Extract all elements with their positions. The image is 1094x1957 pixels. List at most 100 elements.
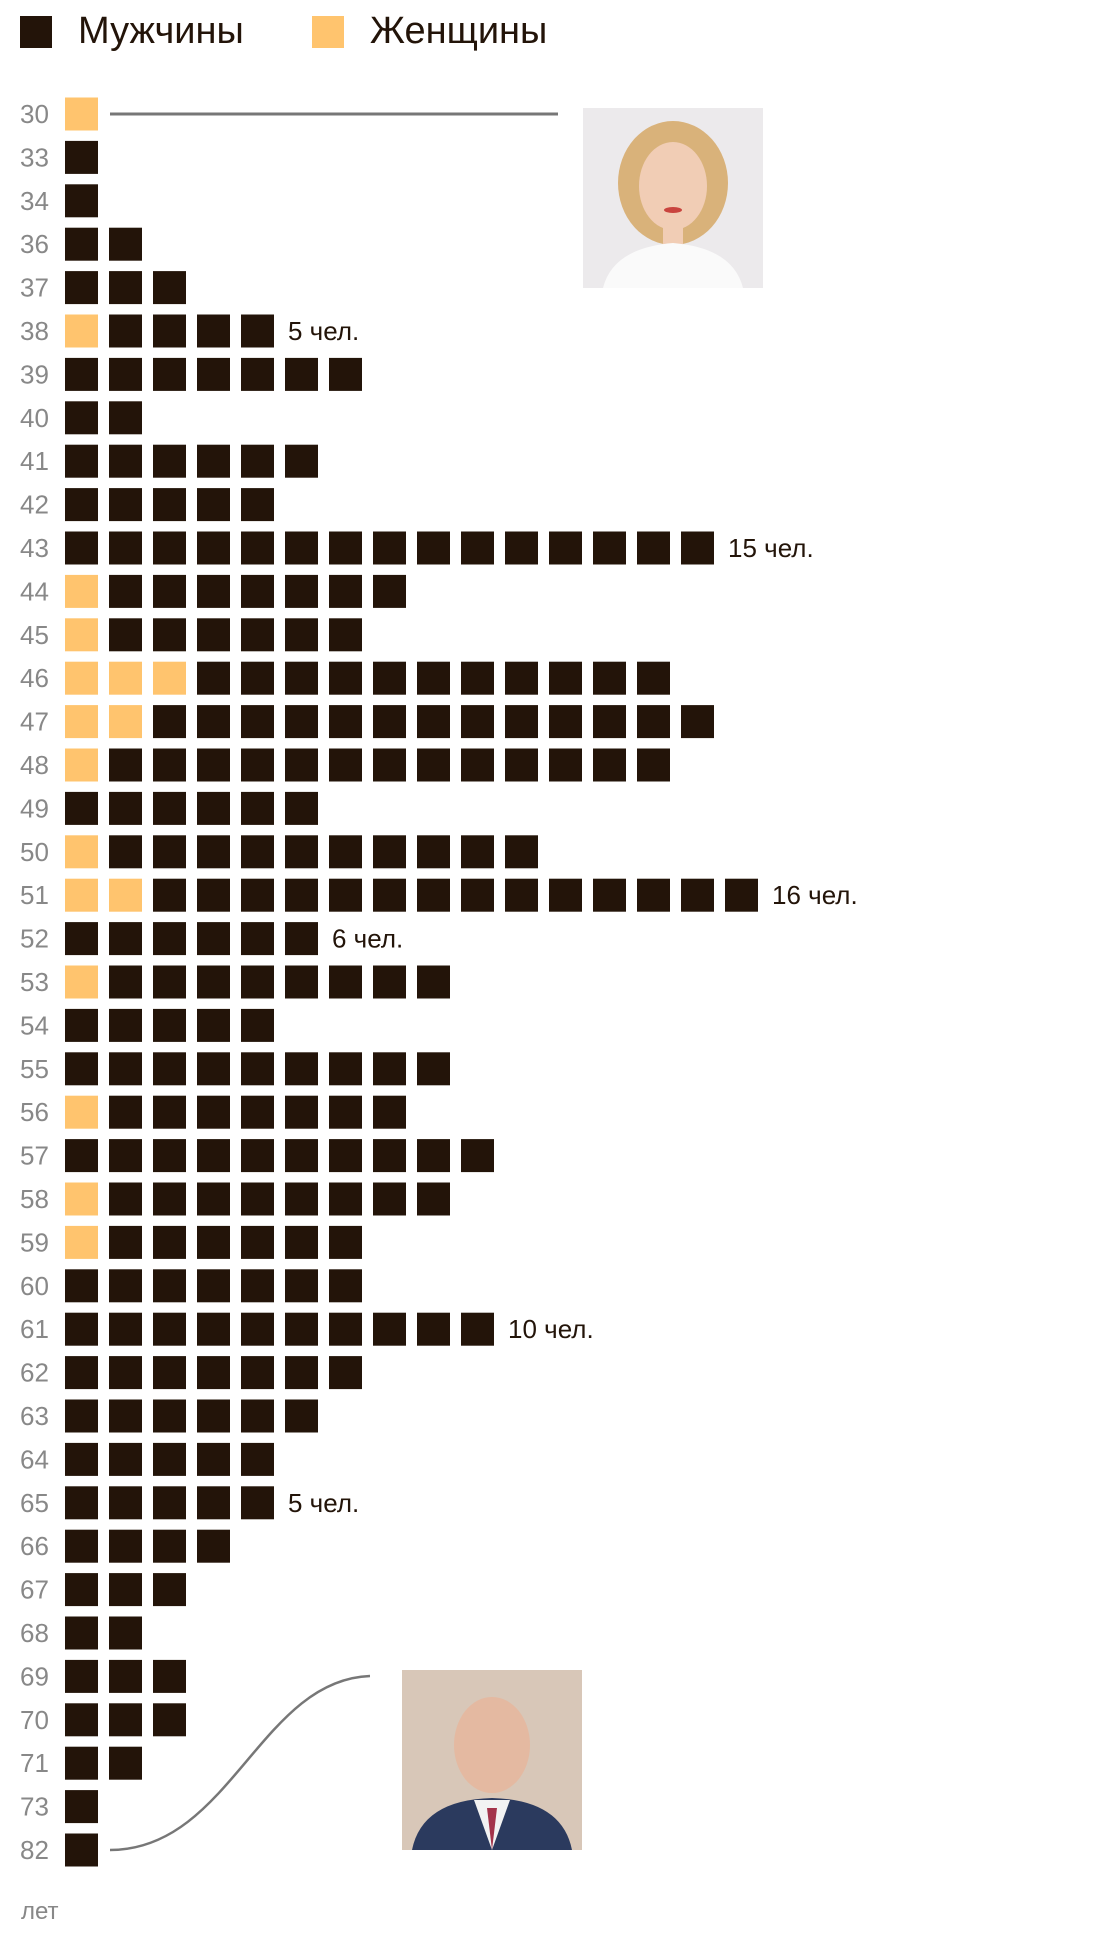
men-square <box>241 314 274 348</box>
men-square <box>285 1052 318 1086</box>
men-square <box>65 1486 98 1520</box>
men-square <box>461 531 494 565</box>
men-square <box>109 618 142 652</box>
count-annotation: 16 чел. <box>772 880 858 910</box>
men-square <box>285 1182 318 1216</box>
men-square <box>241 618 274 652</box>
men-square <box>241 878 274 912</box>
women-square <box>65 965 98 999</box>
legend-label-men: Мужчины <box>78 10 244 52</box>
men-square <box>197 748 230 782</box>
men-square <box>329 705 362 739</box>
men-square <box>109 1052 142 1086</box>
women-square <box>65 661 98 695</box>
men-square <box>153 1703 186 1737</box>
men-square <box>197 314 230 348</box>
men-square <box>285 357 318 391</box>
men-square <box>329 1182 362 1216</box>
men-square <box>109 1573 142 1607</box>
men-square <box>153 965 186 999</box>
men-square <box>373 878 406 912</box>
men-square <box>285 1356 318 1390</box>
men-square <box>65 1616 98 1650</box>
men-square <box>329 965 362 999</box>
men-square <box>153 1182 186 1216</box>
men-square <box>153 1312 186 1346</box>
men-square <box>329 1312 362 1346</box>
men-square <box>109 401 142 435</box>
men-square <box>197 618 230 652</box>
men-square <box>65 1139 98 1173</box>
men-square <box>637 878 670 912</box>
men-square <box>109 227 142 261</box>
men-square <box>109 791 142 825</box>
men-square <box>109 1269 142 1303</box>
legend-item-women: Женщины <box>311 10 548 53</box>
men-square <box>241 574 274 608</box>
men-square <box>373 965 406 999</box>
men-square <box>241 1399 274 1433</box>
men-square <box>109 1182 142 1216</box>
age-label: 33 <box>20 142 49 172</box>
men-square <box>285 922 318 956</box>
men-square <box>153 488 186 522</box>
men-square <box>241 444 274 478</box>
men-square <box>241 1269 274 1303</box>
men-square <box>241 922 274 956</box>
men-square <box>197 1008 230 1042</box>
men-square <box>417 661 450 695</box>
legend-label-women: Женщины <box>369 10 548 52</box>
men-square <box>637 705 670 739</box>
men-square <box>197 1225 230 1259</box>
men-square <box>329 748 362 782</box>
men-square <box>153 878 186 912</box>
men-square <box>417 878 450 912</box>
age-label: 50 <box>20 837 49 867</box>
men-square <box>373 1182 406 1216</box>
age-label: 55 <box>20 1054 49 1084</box>
men-square <box>329 1095 362 1129</box>
men-square <box>329 1269 362 1303</box>
legend-item-men: Мужчины <box>20 10 244 53</box>
men-square <box>197 1095 230 1129</box>
men-square <box>153 1008 186 1042</box>
men-square <box>153 1269 186 1303</box>
men-square <box>153 271 186 305</box>
men-square <box>505 531 538 565</box>
age-label: 39 <box>20 359 49 389</box>
men-square <box>593 661 626 695</box>
men-square <box>637 661 670 695</box>
men-square <box>241 1486 274 1520</box>
men-square <box>153 1442 186 1476</box>
age-label: 47 <box>20 707 49 737</box>
men-square <box>197 1529 230 1563</box>
age-label: 38 <box>20 316 49 346</box>
count-annotation: 5 чел. <box>288 1488 359 1518</box>
men-square <box>241 1442 274 1476</box>
men-square <box>197 835 230 869</box>
men-square <box>153 444 186 478</box>
men-square <box>329 531 362 565</box>
count-annotation: 5 чел. <box>288 316 359 346</box>
men-square <box>285 661 318 695</box>
men-square <box>153 618 186 652</box>
men-square <box>549 748 582 782</box>
count-annotation: 10 чел. <box>508 1314 594 1344</box>
men-square <box>65 227 98 261</box>
men-square <box>417 748 450 782</box>
men-square <box>417 835 450 869</box>
men-square <box>285 1095 318 1129</box>
men-square <box>65 1008 98 1042</box>
men-square <box>65 140 98 174</box>
men-square <box>109 1139 142 1173</box>
men-square <box>109 574 142 608</box>
age-label: 54 <box>20 1010 49 1040</box>
men-square <box>373 1312 406 1346</box>
unit-label: лет <box>21 1898 59 1925</box>
men-square <box>241 1052 274 1086</box>
women-square <box>65 1182 98 1216</box>
men-square <box>285 531 318 565</box>
men-square <box>65 1312 98 1346</box>
men-square <box>109 271 142 305</box>
men-square <box>241 965 274 999</box>
